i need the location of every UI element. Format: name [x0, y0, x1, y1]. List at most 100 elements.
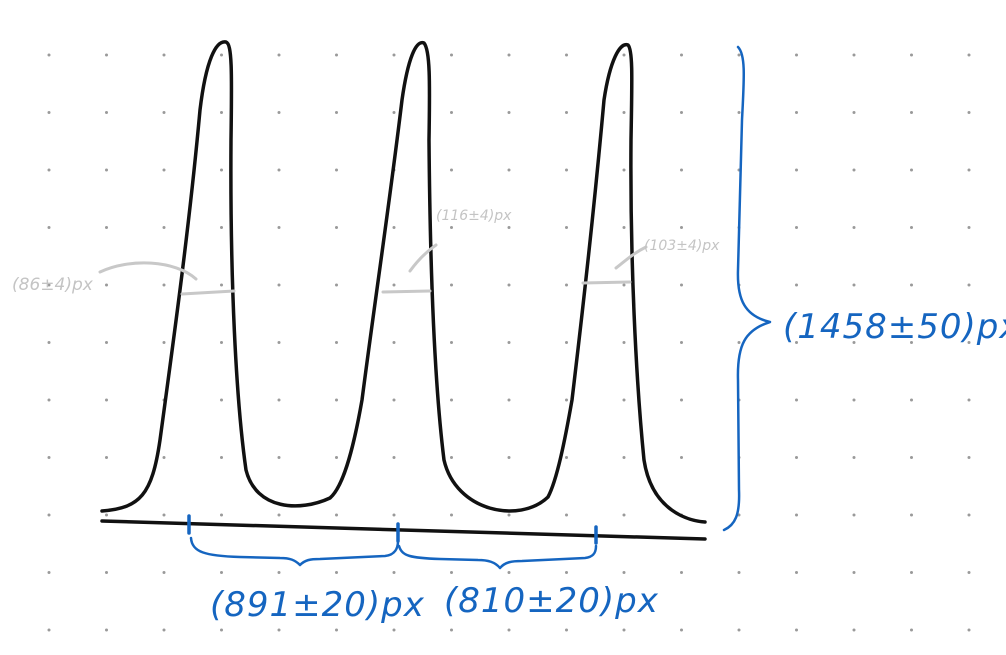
grid-dot	[507, 456, 511, 459]
grid-dot	[105, 226, 108, 229]
peak-ticks	[187, 514, 598, 545]
grid-dot	[450, 226, 453, 229]
fwhm-leader-1	[98, 261, 198, 281]
grid-dot	[105, 398, 108, 402]
grid-dot	[565, 53, 568, 57]
grid-dot	[507, 628, 511, 632]
grid-dot	[967, 168, 971, 172]
fwhm-leader-3	[614, 245, 648, 270]
grid-dot	[450, 283, 453, 287]
grid-dot	[277, 513, 281, 517]
grid-dot	[910, 226, 913, 229]
grid-dot	[795, 226, 798, 229]
peak-curve	[100, 40, 707, 524]
grid-dot	[565, 168, 568, 172]
spacing-brace-2	[397, 544, 598, 570]
grid-dot	[392, 226, 396, 229]
grid-dot	[277, 571, 281, 574]
grid-dot	[47, 53, 51, 57]
grid-dot	[622, 168, 626, 172]
grid-dot	[47, 628, 51, 632]
grid-dot	[220, 111, 223, 114]
grid-dot	[277, 283, 281, 287]
grid-dot	[910, 168, 913, 172]
fwhm-leader-2	[408, 243, 438, 273]
grid-dot	[910, 111, 913, 114]
grid-dot	[335, 628, 338, 632]
grid-dot	[852, 513, 856, 517]
grid-dot	[162, 168, 166, 172]
grid-dot	[392, 513, 396, 517]
grid-dot	[220, 456, 223, 459]
grid-dot	[967, 341, 971, 344]
fwhm-line-1	[180, 289, 236, 296]
grid-dot	[450, 168, 453, 172]
grid-dot	[47, 456, 51, 459]
grid-dot	[277, 456, 281, 459]
grid-dot	[220, 398, 223, 402]
grid-dot	[335, 456, 338, 459]
grid-dot	[622, 398, 626, 402]
grid-dot	[507, 283, 511, 287]
grid-dot	[910, 398, 913, 402]
grid-dot	[852, 283, 856, 287]
grid-dot	[105, 571, 108, 574]
grid-dot	[335, 168, 338, 172]
grid-dot	[162, 53, 166, 57]
spacing-label-2: (810±20)px	[444, 581, 659, 621]
fwhm-line-2	[381, 289, 432, 294]
grid-dot	[680, 53, 683, 57]
grid-dot	[335, 283, 338, 287]
grid-dot	[105, 456, 108, 459]
grid-dot	[737, 628, 741, 632]
grid-dot	[162, 341, 166, 344]
grid-dot	[910, 628, 913, 632]
grid-dot	[795, 111, 798, 114]
grid-dot	[162, 628, 166, 632]
grid-dot	[105, 168, 108, 172]
grid-dot	[795, 456, 798, 459]
grid-dot	[622, 456, 626, 459]
grid-dot	[392, 53, 396, 57]
grid-dot	[967, 628, 971, 632]
grid-dot	[392, 398, 396, 402]
grid-dot	[392, 456, 396, 459]
grid-dot	[680, 111, 683, 114]
grid-dot	[680, 341, 683, 344]
grid-dot	[450, 398, 453, 402]
grid-dot	[47, 513, 51, 517]
grid-dot	[852, 571, 856, 574]
fwhm-markers	[98, 243, 648, 296]
grid-dot	[220, 283, 223, 287]
grid-dot	[105, 111, 108, 114]
grid-dot	[795, 571, 798, 574]
grid-dot	[622, 341, 626, 344]
grid-dot	[910, 456, 913, 459]
grid-dot	[852, 168, 856, 172]
grid-dot	[910, 571, 913, 574]
grid-dot	[220, 53, 223, 57]
grid-dot	[220, 628, 223, 632]
grid-dot	[335, 571, 338, 574]
grid-dot	[220, 513, 223, 517]
grid-dot	[392, 111, 396, 114]
grid-dot	[967, 571, 971, 574]
grid-dot	[105, 283, 108, 287]
grid-dot	[795, 398, 798, 402]
grid-dot	[565, 226, 568, 229]
grid-dot	[967, 456, 971, 459]
grid-dot	[795, 341, 798, 344]
grid-dot	[450, 571, 453, 574]
grid-dot	[737, 571, 741, 574]
grid-dot	[105, 53, 108, 57]
grid-dot	[450, 513, 453, 517]
grid-dot	[852, 53, 856, 57]
grid-dot	[277, 168, 281, 172]
grid-dot	[335, 111, 338, 114]
grid-dot	[450, 53, 453, 57]
grid-dot	[47, 398, 51, 402]
grid-dot	[852, 226, 856, 229]
grid-dot	[910, 283, 913, 287]
height-brace	[722, 45, 772, 532]
grid-dot	[277, 111, 281, 114]
